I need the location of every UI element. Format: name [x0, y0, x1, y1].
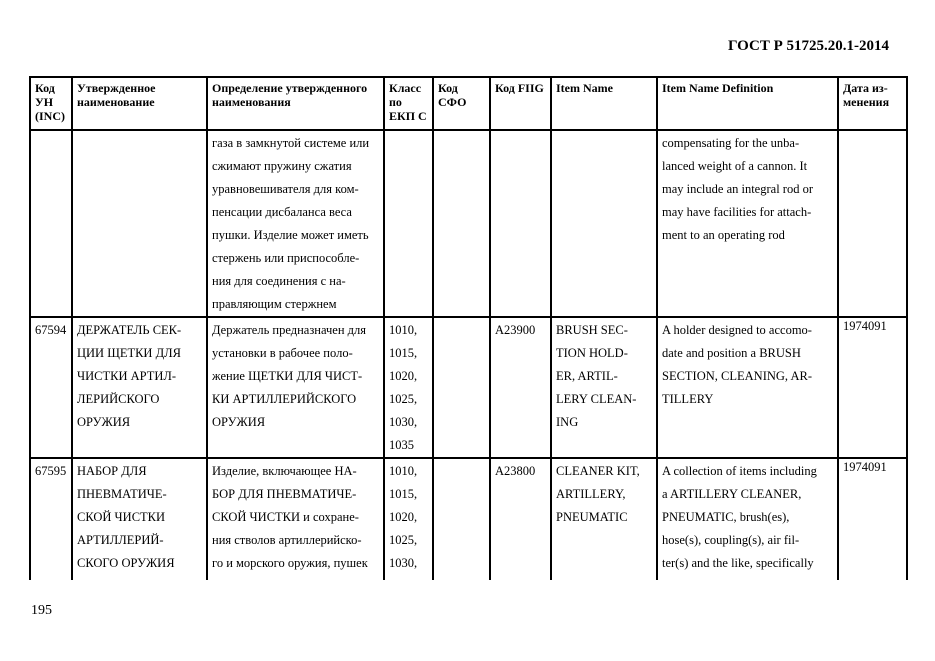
cell-fiig: [489, 129, 552, 318]
column-header-name: Утвержденное наименование: [71, 76, 208, 131]
cell-inc: 67595: [29, 457, 73, 580]
column-header-item-name: Item Name: [550, 76, 658, 131]
column-header-fiig: Код FIIG: [489, 76, 552, 131]
cell-item-name: [550, 129, 658, 318]
cell-sfo: [432, 129, 491, 318]
cell-name: [71, 129, 208, 318]
column-header-date: Дата из-менения: [837, 76, 908, 131]
document-title: ГОСТ Р 51725.20.1-2014: [727, 38, 889, 54]
column-header-inc: Код УН (INC): [29, 76, 73, 131]
cell-sfo: [432, 457, 491, 580]
cell-inc: 67594: [29, 316, 73, 459]
page-number: 195: [31, 603, 52, 618]
column-header-item-def: Item Name Definition: [656, 76, 839, 131]
cell-class: [383, 129, 434, 318]
cell-item-name: CLEANER KIT, ARTILLERY, PNEUMATIC: [550, 457, 658, 580]
cell-name: НАБОР ДЛЯ ПНЕВМАТИЧЕ- СКОЙ ЧИСТКИ АРТИЛЛ…: [71, 457, 208, 580]
table-row: газа в замкнутой системе или сжимают пру…: [29, 129, 908, 318]
table-row: 67595 НАБОР ДЛЯ ПНЕВМАТИЧЕ- СКОЙ ЧИСТКИ А…: [29, 457, 908, 580]
column-header-definition: Определение утвержденного наименования: [206, 76, 385, 131]
cell-definition: Изделие, включающее НА- БОР ДЛЯ ПНЕВМАТИ…: [206, 457, 385, 580]
cell-date: 1974091: [837, 316, 908, 459]
column-header-sfo: Код СФО: [432, 76, 491, 131]
table-header-row: Код УН (INC) Утвержденное наименование О…: [29, 76, 908, 131]
cell-class: 1010, 1015, 1020, 1025, 1030,: [383, 457, 434, 580]
cell-fiig: A23800: [489, 457, 552, 580]
cell-item-name: BRUSH SEC- TION HOLD- ER, ARTIL- LERY CL…: [550, 316, 658, 459]
cell-item-def: A collection of items including a ARTILL…: [656, 457, 839, 580]
cell-definition: Держатель предназначен для установки в р…: [206, 316, 385, 459]
cell-inc: [29, 129, 73, 318]
column-header-class: Класс по ЕКП С: [383, 76, 434, 131]
cell-date: [837, 129, 908, 318]
cell-date: 1974091: [837, 457, 908, 580]
cell-item-def: compensating for the unba- lanced weight…: [656, 129, 839, 318]
cell-sfo: [432, 316, 491, 459]
catalog-table: Код УН (INC) Утвержденное наименование О…: [29, 76, 908, 580]
cell-item-def: A holder designed to accomo- date and po…: [656, 316, 839, 459]
cell-definition: газа в замкнутой системе или сжимают пру…: [206, 129, 385, 318]
cell-name: ДЕРЖАТЕЛЬ СЕК- ЦИИ ЩЕТКИ ДЛЯ ЧИСТКИ АРТИ…: [71, 316, 208, 459]
cell-fiig: A23900: [489, 316, 552, 459]
cell-class: 1010, 1015, 1020, 1025, 1030, 1035: [383, 316, 434, 459]
table-row: 67594 ДЕРЖАТЕЛЬ СЕК- ЦИИ ЩЕТКИ ДЛЯ ЧИСТКИ…: [29, 316, 908, 459]
